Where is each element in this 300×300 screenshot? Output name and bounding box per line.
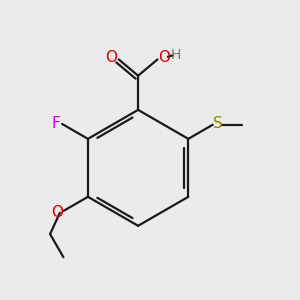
Text: O: O: [158, 50, 170, 65]
Text: O: O: [52, 205, 64, 220]
Text: H: H: [171, 48, 181, 62]
Text: S: S: [213, 116, 223, 131]
Text: F: F: [51, 116, 60, 131]
Text: O: O: [105, 50, 117, 64]
